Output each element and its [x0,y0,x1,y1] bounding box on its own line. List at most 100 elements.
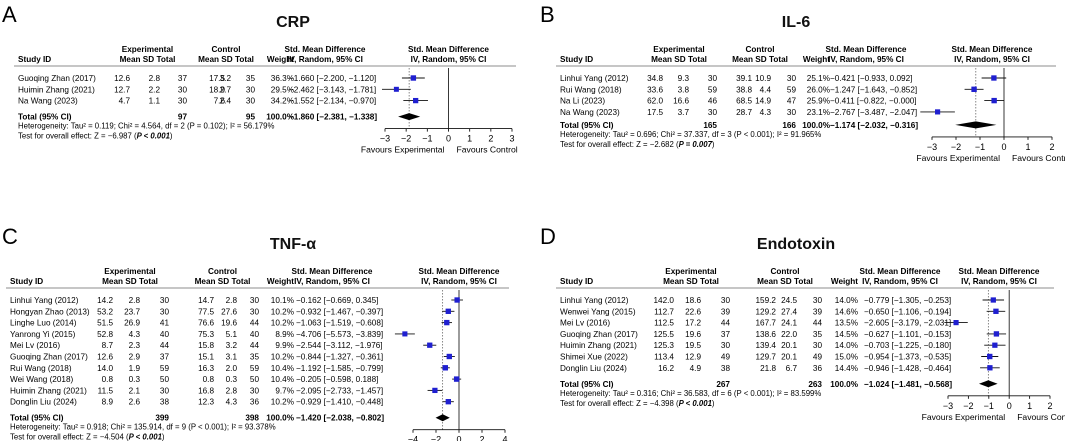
total-ci-text: −1.174 [−2.032, −0.316] [830,121,918,130]
ctl-n: 44 [813,319,823,328]
study-weight: 10.1% [271,296,294,305]
study-point [991,75,997,81]
x-tick-label: −3 [943,401,953,411]
exp-sd: 19.6 [685,330,701,339]
header-experimental: Experimental [104,267,155,276]
total-exp-n: 267 [716,380,730,389]
overall-effect-prefix: Test for overall effect: Z = −4.504 ( [10,433,129,441]
study-name: Wei Wang (2018) [10,375,74,384]
exp-sd: 17.2 [685,319,701,328]
ctl-sd: 20.1 [781,353,797,362]
study-ci-text: −2.462 [−3.143, −1.781] [289,85,376,94]
study-name: Guoqing Zhan (2017) [10,353,88,362]
panel-letter: C [2,224,18,249]
study-name: Rui Wang (2018) [10,364,72,373]
header-study: Study ID [560,55,593,64]
total-ci-text: −1.860 [−2.381, −1.338] [289,113,377,122]
ctl-mean: 68.5 [736,97,752,106]
exp-sd: 0.3 [129,375,141,384]
exp-sd: 2.1 [129,386,141,395]
study-name: Huimin Zhang (2021) [560,341,637,350]
study-name: Donglin Liu (2024) [10,398,77,407]
exp-n: 41 [160,319,170,328]
ctl-mean: 7.6 [214,97,226,106]
study-point [427,342,433,348]
overall-effect-prefix: Test for overall effect: Z = −2.682 ( [560,140,679,149]
exp-sd: 2.3 [129,341,141,350]
study-ci-text: −2.767 [−3.487, −2.047] [830,108,917,117]
exp-n: 37 [160,353,170,362]
exp-sd: 2.2 [149,85,161,94]
exp-n: 30 [160,386,170,395]
exp-mean: 4.7 [119,97,131,106]
ctl-mean: 77.5 [198,307,214,316]
study-ci-text: −2.605 [−3.179, −2.031] [864,319,951,328]
overall-effect-text: Test for overall effect: Z = −4.504 (P <… [10,433,165,441]
header-weight: Weight [831,277,858,286]
exp-sd: 2.6 [129,398,141,407]
overall-effect-text: Test for overall effect: Z = −4.398 (P <… [560,399,715,408]
study-name: Guoqing Zhan (2017) [18,74,96,83]
study-weight: 9.9% [275,341,294,350]
study-name: Na Wang (2023) [18,97,78,106]
x-tick-label: 2 [1049,142,1054,152]
ctl-mean: 17.5 [209,74,225,83]
exp-mean: 113.4 [654,353,674,362]
ctl-mean: 76.6 [198,319,214,328]
total-exp-n: 399 [155,414,169,423]
overall-effect-p: P < 0.001 [129,433,162,441]
exp-n: 44 [721,319,731,328]
ctl-sd: 2.7 [220,85,232,94]
ctl-sd: 27.4 [781,307,797,316]
header-ctl-cols: Mean SD Total [198,55,254,64]
study-weight: 36.3% [271,74,294,83]
x-tick-label: 3 [509,134,514,144]
study-weight: 14.4% [835,364,858,373]
total-label: Total (95% CI) [10,414,64,423]
panel-letter: D [540,224,556,249]
heterogeneity-text: Heterogeneity: Tau² = 0.918; Chi² = 135.… [10,423,276,432]
total-ctl-n: 95 [246,113,256,122]
header-smd-method: IV, Random, 95% CI [294,277,370,286]
study-point [993,308,999,314]
overall-effect-prefix: Test for overall effect: Z = −4.398 ( [560,399,679,408]
study-ci-text: −0.946 [−1.428, −0.464] [864,364,951,373]
header-control: Control [770,267,799,276]
study-ci-text: −1.247 [−1.643, −0.852] [830,85,917,94]
header-exp-cols: Mean SD Total [120,55,176,64]
header-weight: Weight [267,277,294,286]
exp-mean: 16.2 [658,364,674,373]
study-name: Linhui Yang (2012) [560,74,629,83]
study-weight: 15.0% [835,353,858,362]
x-tick-label: 2 [488,134,493,144]
ctl-n: 30 [246,97,256,106]
exp-mean: 0.8 [102,375,114,384]
study-weight: 23.1% [807,108,830,117]
exp-mean: 125.3 [654,341,675,350]
overall-effect-prefix: Test for overall effect: Z = −6.987 ( [18,132,137,141]
ctl-sd: 3.2 [226,341,238,350]
header-plot-method: IV, Random, 95% CI [421,277,497,286]
exp-mean: 12.7 [114,85,130,94]
study-ci-text: −2.095 [−2.733, −1.457] [296,386,383,395]
total-ci-text: −1.420 [−2.038, −0.802] [296,414,384,423]
exp-mean: 53.2 [97,307,113,316]
header-experimental: Experimental [653,45,704,54]
x-tick-label: −1 [984,401,994,411]
ctl-sd: 2.8 [226,296,238,305]
exp-mean: 8.9 [102,398,114,407]
ctl-sd: 2.0 [226,364,238,373]
favours-control-label: Favours Control [457,145,518,155]
study-name: Huimin Zhang (2021) [10,386,87,395]
exp-n: 30 [160,296,170,305]
header-smd-method: IV, Random, 95% CI [287,55,363,64]
exp-sd: 1.1 [149,97,161,106]
exp-sd: 22.6 [685,307,701,316]
study-name: Linhui Yang (2012) [560,296,629,305]
exp-n: 37 [178,74,188,83]
ctl-sd: 5.1 [226,330,238,339]
overall-effect-suffix: ) [162,433,165,441]
ctl-n: 40 [250,330,260,339]
study-name: Guoqing Zhan (2017) [560,330,638,339]
study-point [987,365,993,371]
